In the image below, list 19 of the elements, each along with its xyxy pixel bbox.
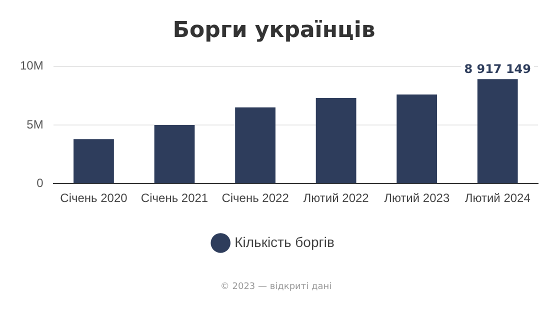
- bar: [235, 107, 276, 184]
- bar: [316, 98, 356, 184]
- x-tick-label: Січень 2021: [140, 191, 208, 206]
- text: © 2023 — відкриті дані: [219, 282, 333, 292]
- y-tick-label: 5M: [26, 117, 44, 132]
- x-tick-label: Січень 2020: [60, 191, 128, 206]
- bar: [154, 125, 195, 184]
- x-tick-label: Лютий 2024: [464, 191, 531, 206]
- bar: [74, 139, 114, 184]
- chart-title: Борги українців: [172, 18, 376, 43]
- bar: [396, 94, 438, 184]
- x-tick-label: Лютий 2022: [303, 191, 370, 206]
- bar: [477, 79, 518, 184]
- legend-label: Кількість боргів: [234, 234, 334, 250]
- x-tick-label: Лютий 2023: [384, 191, 450, 206]
- y-tick-label: 0: [36, 176, 44, 190]
- x-tick-label: Січень 2022: [222, 191, 290, 206]
- y-tick-label: 10M: [20, 58, 44, 73]
- data-label: 8 917 149: [464, 62, 532, 76]
